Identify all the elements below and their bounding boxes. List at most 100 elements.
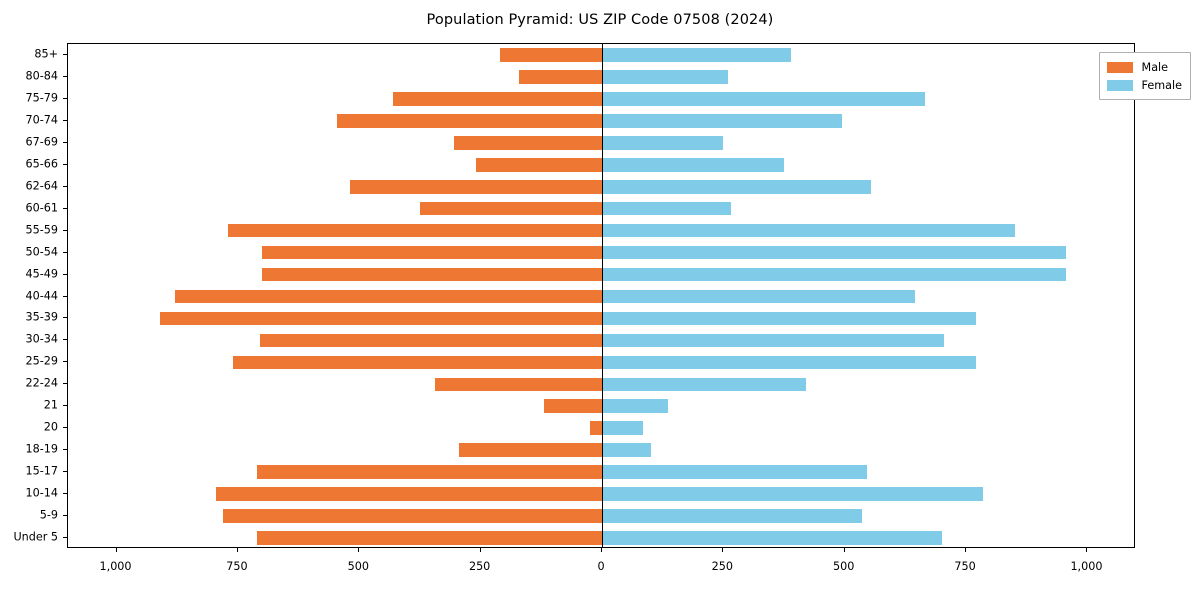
y-axis-tick-label: 85+ [34,47,58,61]
bar-male [262,245,602,260]
bar-female [602,509,862,523]
y-axis-tick-label: 22-24 [25,376,58,390]
bar-row [68,92,1134,106]
x-axis-tick-mark [236,548,238,552]
legend: Male Female [1098,52,1191,100]
y-axis-tick-mark [63,273,67,275]
bar-row [68,223,1134,238]
bar-male [434,377,602,392]
chart-title: Population Pyramid: US ZIP Code 07508 (2… [426,12,774,28]
bar-female [602,157,785,172]
legend-label-male: Male [1141,60,1169,74]
y-axis-tick-mark [63,449,67,451]
bar-male [257,465,602,479]
y-axis-tick-label: 50-54 [25,245,58,259]
y-axis-tick-label: 21 [43,398,58,412]
x-axis-tick-label: 750 [226,560,248,573]
x-axis-tick-label: 250 [711,560,734,573]
legend-swatch-female [1106,79,1133,91]
bar-female [602,267,1066,282]
y-axis-tick-mark [63,537,67,539]
y-axis: 85+ 80-84 75-79 70-74 67-69 65-66 62-64 60-61 55… [0,43,67,548]
bar-female [602,245,1066,260]
y-axis-tick-mark [63,119,67,121]
y-axis-tick-label: 65-66 [25,157,58,171]
y-axis-tick-mark [63,493,67,495]
y-axis-tick-mark [63,471,67,473]
bar-row [68,355,1134,370]
y-axis-tick-mark [63,207,67,209]
y-axis-tick-label: 70-74 [25,113,58,127]
bar-male [337,114,602,128]
y-axis-tick-mark [63,339,67,341]
y-axis-tick-mark [63,251,67,253]
bar-row [68,157,1134,172]
y-axis-tick-label: 18-19 [25,442,58,456]
bar-female [602,70,729,84]
y-axis-tick-mark [63,317,67,319]
bar-row [68,201,1134,216]
bar-row [68,421,1134,436]
bar-row [68,531,1134,545]
y-axis-tick-mark [63,185,67,187]
y-axis-tick-mark [63,163,67,165]
y-axis-tick-label: 55-59 [25,223,58,237]
x-axis-tick-label: 500 [833,560,855,573]
bar-male [228,223,602,238]
bar-male [349,179,602,194]
bar-female [602,531,942,545]
bar-male [257,531,602,545]
bar-female [602,92,925,106]
bar-male [262,267,602,282]
bar-row [68,179,1134,194]
bar-male [500,48,602,62]
bar-female [602,311,976,326]
bar-male [458,443,602,457]
bar-male [475,157,602,172]
bar-male [453,135,602,150]
bar-row [68,443,1134,457]
x-axis-tick-mark [479,548,481,552]
bar-male [259,333,602,348]
bar-row [68,135,1134,150]
plot-area [67,43,1135,548]
bar-male [174,289,602,304]
x-axis: 1,000 750 500 250 0 250 500 750 1,000 [0,548,1200,588]
bar-female [602,355,976,370]
x-axis-tick-mark [965,548,967,552]
bar-female [602,114,843,128]
bar-row [68,70,1134,84]
bar-female [602,465,867,479]
bar-male [393,92,602,106]
legend-item-female: Female [1106,76,1182,94]
legend-swatch-male [1106,61,1133,73]
y-axis-tick-mark [63,383,67,385]
y-axis-tick-mark [63,141,67,143]
x-axis-tick-mark [601,548,602,552]
bar-row [68,267,1134,282]
bar-female [602,179,872,194]
y-axis-tick-mark [63,515,67,517]
bar-female [602,487,984,501]
bar-female [602,333,945,348]
y-axis-tick-mark [63,53,67,55]
zero-axis-line [602,44,604,547]
bar-male [233,355,602,370]
x-axis-tick-label: 750 [954,560,976,573]
bar-row [68,245,1134,260]
bar-male [519,70,602,84]
bar-female [602,135,724,150]
y-axis-tick-label: 30-34 [25,332,58,346]
bar-row [68,509,1134,523]
bar-female [602,421,644,436]
bar-female [602,443,651,457]
y-axis-tick-label: 10-14 [25,486,58,500]
y-axis-tick-mark [63,229,67,231]
x-axis-tick-mark [115,548,117,552]
bar-male [543,399,602,414]
x-axis-tick-label: 500 [347,560,369,573]
y-axis-tick-mark [63,405,67,407]
bar-female [602,399,668,414]
y-axis-tick-mark [63,75,67,77]
x-axis-tick-mark [722,548,724,552]
